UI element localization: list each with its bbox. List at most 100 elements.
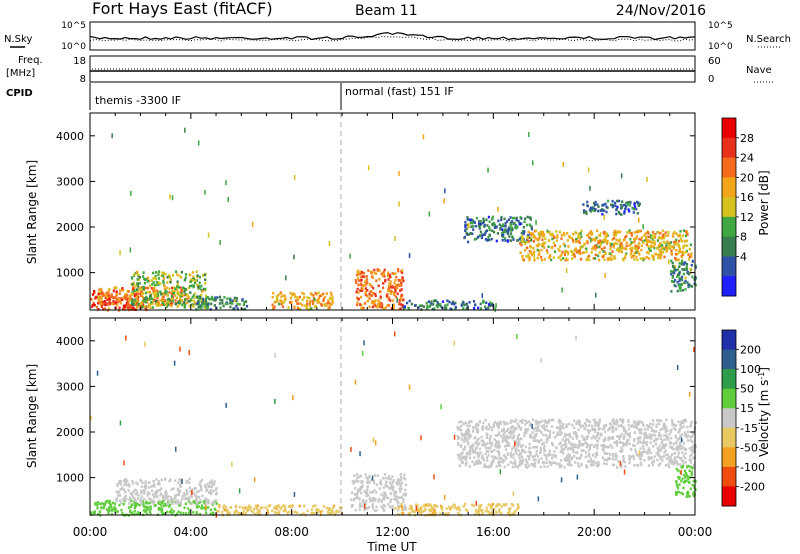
power-cell [280, 302, 283, 306]
velocity-cell [249, 508, 252, 511]
velocity-cell [382, 509, 386, 512]
power-cell [628, 231, 631, 235]
power-cell [533, 258, 536, 262]
velocity-cell [122, 503, 125, 506]
power-cell [676, 275, 679, 278]
velocity-cell [585, 435, 588, 439]
power-cell [441, 300, 445, 303]
power-cell [599, 232, 602, 238]
power-cell [397, 269, 400, 273]
freq-label-1: Freq. [18, 55, 43, 66]
velocity-cell [394, 506, 397, 510]
velocity-cell [457, 441, 460, 445]
velocity-cell [682, 486, 685, 490]
velocity-cell [516, 334, 518, 339]
velocity-cell [286, 511, 289, 515]
velocity-cell [199, 499, 202, 502]
velocity-cell [676, 365, 679, 370]
power-cell [127, 299, 131, 302]
power-cell [134, 271, 137, 275]
velocity-cell [689, 424, 692, 428]
power-cell [616, 199, 619, 203]
velocity-cell [675, 493, 678, 496]
velocity-cell [123, 483, 126, 486]
power-cell [492, 230, 496, 234]
power-cell [482, 217, 485, 221]
velocity-cell [416, 504, 419, 508]
power-cell [647, 252, 650, 255]
velocity-cell [463, 457, 466, 460]
velocity-cell [566, 459, 569, 462]
velocity-cell [277, 512, 281, 515]
velocity-cell [371, 504, 374, 507]
velocity-cell [448, 505, 451, 509]
velocity-cell [541, 443, 544, 446]
velocity-cell [635, 453, 639, 457]
power-cell [100, 290, 104, 294]
velocity-cell [678, 429, 681, 432]
velocity-cell [563, 458, 566, 461]
velocity-cell [587, 448, 591, 452]
velocity-cell [542, 426, 545, 430]
velocity-cell [663, 422, 666, 426]
velocity-cell [467, 421, 470, 424]
power-cell [664, 234, 667, 237]
power-colorbar-tick-label: 12 [740, 211, 754, 224]
power-cell [365, 278, 368, 281]
power-cell [153, 294, 156, 297]
power-cell [146, 300, 149, 304]
velocity-cell [385, 496, 388, 499]
velocity-cell [616, 435, 619, 438]
velocity-cell [135, 500, 138, 503]
power-cell [619, 230, 622, 234]
power-cell [390, 289, 393, 293]
velocity-cell [364, 502, 367, 505]
power-cell [647, 239, 650, 242]
velocity-cell [622, 425, 625, 429]
power-cell [594, 253, 597, 257]
velocity-cell [619, 418, 622, 421]
power-cell [629, 242, 632, 246]
velocity-cell [266, 511, 270, 514]
velocity-cell [526, 462, 529, 465]
power-cell [245, 304, 249, 308]
power-cell [561, 250, 564, 254]
power-cell [93, 303, 96, 307]
power-cell [671, 274, 674, 278]
velocity-cell [188, 486, 191, 489]
power-cell [595, 246, 598, 249]
power-cell [429, 303, 432, 306]
velocity-cell [536, 420, 539, 424]
velocity-cell [416, 509, 419, 512]
velocity-cell [680, 444, 683, 448]
velocity-cell [93, 510, 96, 513]
velocity-cell [474, 449, 477, 452]
power-cell [591, 231, 594, 235]
power-cell [684, 279, 687, 283]
power-cell [536, 256, 539, 260]
velocity-cell [174, 494, 177, 497]
velocity-cell [669, 445, 672, 449]
velocity-cell [466, 509, 469, 512]
power-cell [477, 236, 480, 239]
velocity-cell [537, 496, 540, 502]
power-cell [677, 268, 680, 271]
velocity-cell [550, 461, 553, 465]
power-cell [196, 275, 199, 279]
velocity-cell [136, 497, 139, 500]
velocity-cell [121, 486, 124, 490]
power-cell [316, 300, 319, 304]
velocity-cell [275, 511, 279, 515]
velocity-cell [514, 426, 517, 430]
velocity-cell [517, 425, 520, 429]
velocity-cell [684, 452, 687, 455]
velocity-cell [577, 445, 580, 449]
velocity-cell [633, 431, 637, 434]
velocity-cell [190, 502, 193, 506]
power-cell [680, 239, 683, 243]
power-cell [540, 234, 543, 237]
velocity-cell [575, 422, 578, 425]
velocity-cell [565, 425, 568, 428]
power-cell [523, 220, 526, 224]
velocity-cell [677, 420, 680, 424]
